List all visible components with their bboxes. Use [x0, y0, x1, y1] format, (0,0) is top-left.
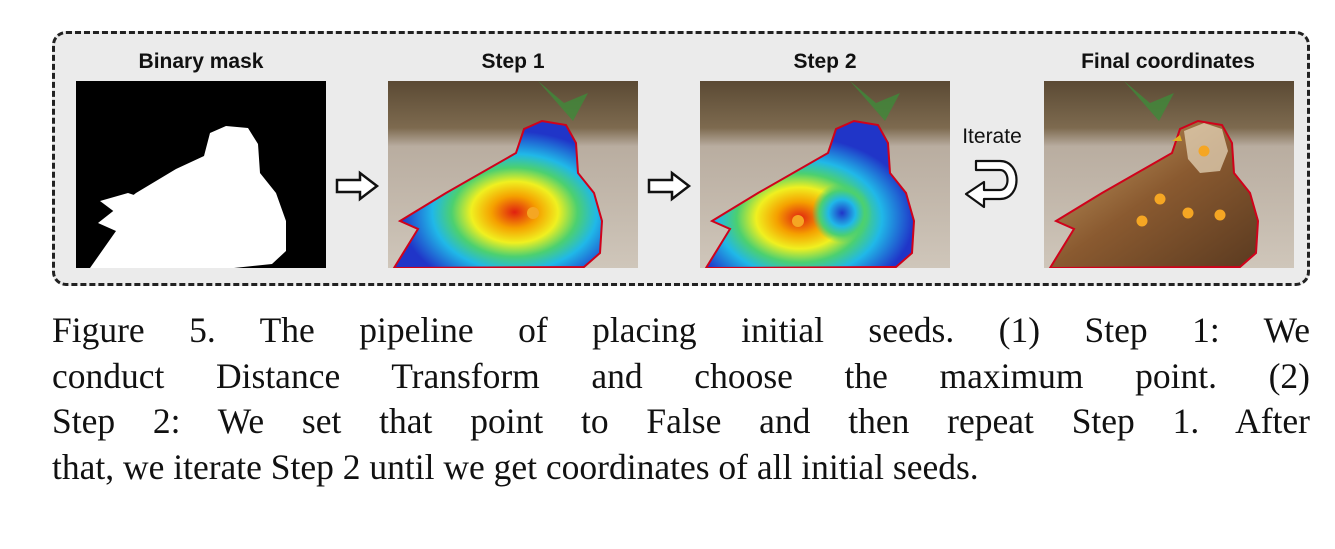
stage-title-step-2: Step 2 [793, 50, 857, 73]
caption-line: Figure 5. The pipeline of placing initia… [52, 310, 1310, 350]
stage-title-final-coordinates: Final coordinates [1081, 50, 1255, 73]
binary-mask-image [76, 81, 326, 268]
step-1-distance-transform-image [388, 81, 638, 268]
figure-caption: Figure 5. The pipeline of placing initia… [52, 308, 1310, 490]
arrow-right-icon [647, 170, 692, 202]
caption-line: conduct Distance Transform and choose th… [52, 355, 1310, 396]
stage-title-binary-mask: Binary mask [138, 50, 264, 73]
step-2-distance-transform-image [700, 81, 950, 268]
stage-title-step-1: Step 1 [481, 50, 545, 73]
caption-line: that, we iterate Step 2 until we get coo… [52, 446, 979, 487]
caption-line: Step 2: We set that point to False and t… [52, 401, 1310, 441]
final-coordinates-image [1044, 81, 1294, 268]
arrow-right-icon [335, 170, 380, 202]
iterate-label: Iterate [962, 125, 1022, 148]
iterate-curved-arrow-icon [964, 159, 1018, 209]
